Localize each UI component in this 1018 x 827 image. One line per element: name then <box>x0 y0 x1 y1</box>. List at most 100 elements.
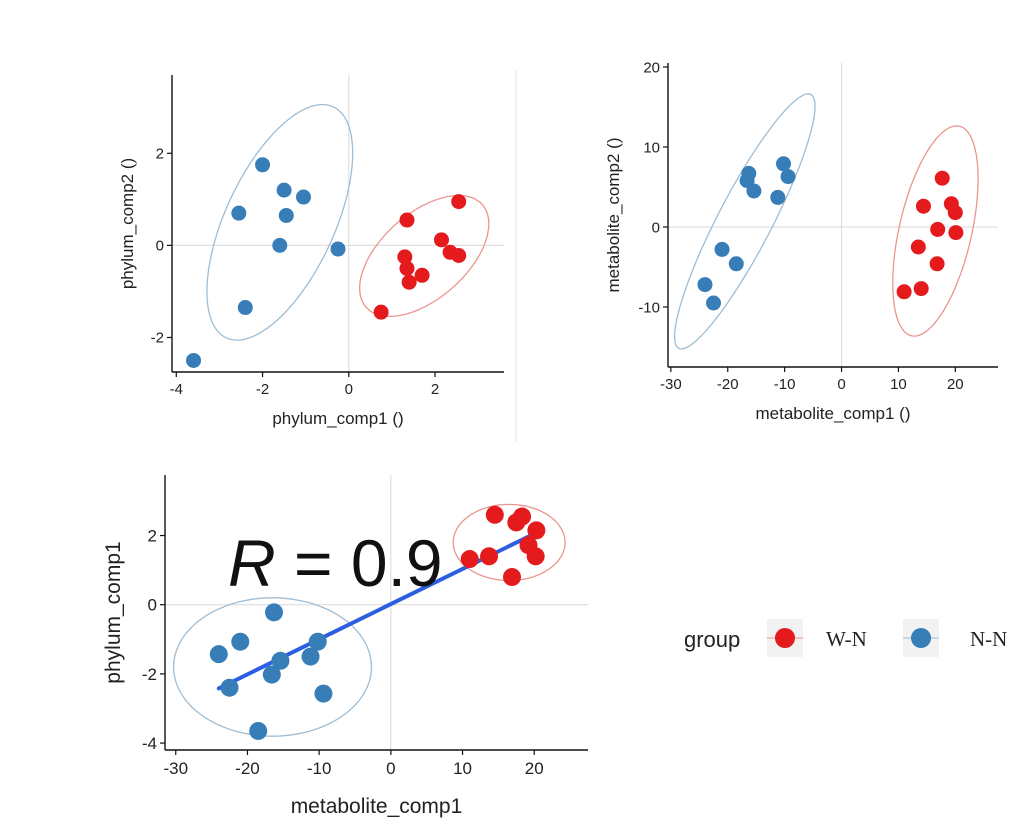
point-w-n <box>526 547 545 566</box>
point-n-n <box>746 183 762 199</box>
point-n-n <box>780 169 796 185</box>
x-tick-label: 0 <box>386 759 395 778</box>
x-axis-title: metabolite_comp1 () <box>756 404 911 423</box>
x-tick-label: -30 <box>660 376 682 393</box>
point-w-n <box>503 568 522 587</box>
point-n-n <box>249 721 268 740</box>
point-w-n <box>414 267 430 283</box>
point-n-n <box>264 603 283 622</box>
x-tick-label: 2 <box>431 381 439 398</box>
point-w-n <box>485 505 504 524</box>
point-n-n <box>728 256 744 272</box>
ellipse-n-n <box>673 93 816 350</box>
y-tick-label: 2 <box>148 526 157 545</box>
ellipse-n-n <box>172 597 373 737</box>
x-tick-label: 10 <box>890 376 907 393</box>
point-n-n <box>237 300 253 316</box>
x-tick-label: 20 <box>525 759 544 778</box>
point-n-n <box>776 156 791 172</box>
x-tick-label: 10 <box>453 759 472 778</box>
correlation-annotation: R = 0.9 <box>228 526 443 600</box>
y-tick-label: -10 <box>638 299 660 316</box>
point-w-n <box>947 205 963 221</box>
point-w-n <box>915 198 931 214</box>
point-n-n <box>314 684 333 703</box>
point-w-n <box>910 239 926 255</box>
x-axis-title: metabolite_comp1 <box>291 795 463 818</box>
x-tick-label: 0 <box>837 376 845 393</box>
point-w-n <box>397 249 413 265</box>
point-n-n <box>278 207 294 223</box>
legend-title: group <box>684 627 740 652</box>
point-w-n <box>527 521 546 540</box>
point-w-n <box>399 260 415 276</box>
point-n-n <box>697 277 713 293</box>
x-axis-title: phylum_comp1 () <box>272 409 403 428</box>
y-tick-label: 20 <box>643 59 660 76</box>
point-n-n <box>262 665 281 684</box>
phylum-scatter-panel: -4 -2 0 2 -2 0 2 phylum_comp1 () phylum_comp2 () <box>118 75 504 428</box>
point-w-n <box>948 225 964 241</box>
legend-key-wn-point <box>775 628 795 648</box>
point-n-n <box>296 189 312 205</box>
y-tick-label: -4 <box>142 734 157 753</box>
x-tick-label: -4 <box>170 381 183 398</box>
point-w-n <box>451 194 467 210</box>
point-n-n <box>271 651 290 670</box>
point-w-n <box>930 221 946 237</box>
x-tick-label: -2 <box>256 381 269 398</box>
point-n-n <box>231 632 250 651</box>
legend-key-nn-point <box>911 628 931 648</box>
ellipse-n-n <box>206 103 354 341</box>
point-n-n <box>714 241 730 257</box>
point-n-n <box>301 647 320 666</box>
point-w-n <box>451 248 467 264</box>
point-n-n <box>186 352 202 368</box>
y-axis-title: phylum_comp2 () <box>118 158 137 289</box>
ellipse-w-n <box>359 194 490 318</box>
legend-label-wn: W-N <box>826 627 867 651</box>
y-tick-label: -2 <box>151 330 164 347</box>
point-n-n <box>276 182 292 198</box>
metabolite-scatter-panel: -30 -20 -10 0 10 20 -10 0 10 20 metabolite_comp1 (… <box>604 59 998 423</box>
point-w-n <box>480 547 499 566</box>
point-w-n <box>460 550 479 569</box>
point-n-n <box>255 157 271 173</box>
x-tick-label: -20 <box>235 759 260 778</box>
point-n-n <box>209 645 228 664</box>
y-tick-label: 0 <box>652 219 660 236</box>
legend-label-nn: N-N <box>970 627 1007 651</box>
correlation-scatter-panel: -30 -20 -10 0 10 20-4-202metabolite_comp1phyl… <box>102 475 588 818</box>
x-tick-label: -10 <box>307 759 332 778</box>
x-tick-label: 20 <box>947 376 964 393</box>
point-w-n <box>929 256 945 272</box>
y-tick-label: 2 <box>156 146 164 163</box>
point-w-n <box>896 284 912 300</box>
point-w-n <box>934 170 950 186</box>
point-w-n <box>399 212 415 228</box>
point-w-n <box>373 304 389 320</box>
x-tick-label: 0 <box>345 381 353 398</box>
point-w-n <box>433 232 449 248</box>
point-w-n <box>513 507 532 526</box>
point-n-n <box>706 295 722 311</box>
point-n-n <box>308 632 327 651</box>
y-tick-label: -2 <box>142 665 157 684</box>
point-n-n <box>272 237 288 253</box>
x-tick-label: -10 <box>774 376 796 393</box>
point-n-n <box>770 189 786 205</box>
y-tick-label: 0 <box>156 238 164 255</box>
point-n-n <box>330 241 346 257</box>
y-axis-title: phylum_comp1 <box>102 541 125 683</box>
x-tick-label: -20 <box>717 376 739 393</box>
point-n-n <box>231 205 247 221</box>
ellipse-w-n <box>452 503 566 582</box>
point-w-n <box>913 281 929 297</box>
y-tick-label: 10 <box>643 139 660 156</box>
point-w-n <box>401 274 417 290</box>
legend: group W-N N-N <box>684 619 1007 657</box>
y-tick-label: 0 <box>148 596 157 615</box>
x-tick-label: -30 <box>163 759 188 778</box>
y-axis-title: metabolite_comp2 () <box>604 138 623 293</box>
